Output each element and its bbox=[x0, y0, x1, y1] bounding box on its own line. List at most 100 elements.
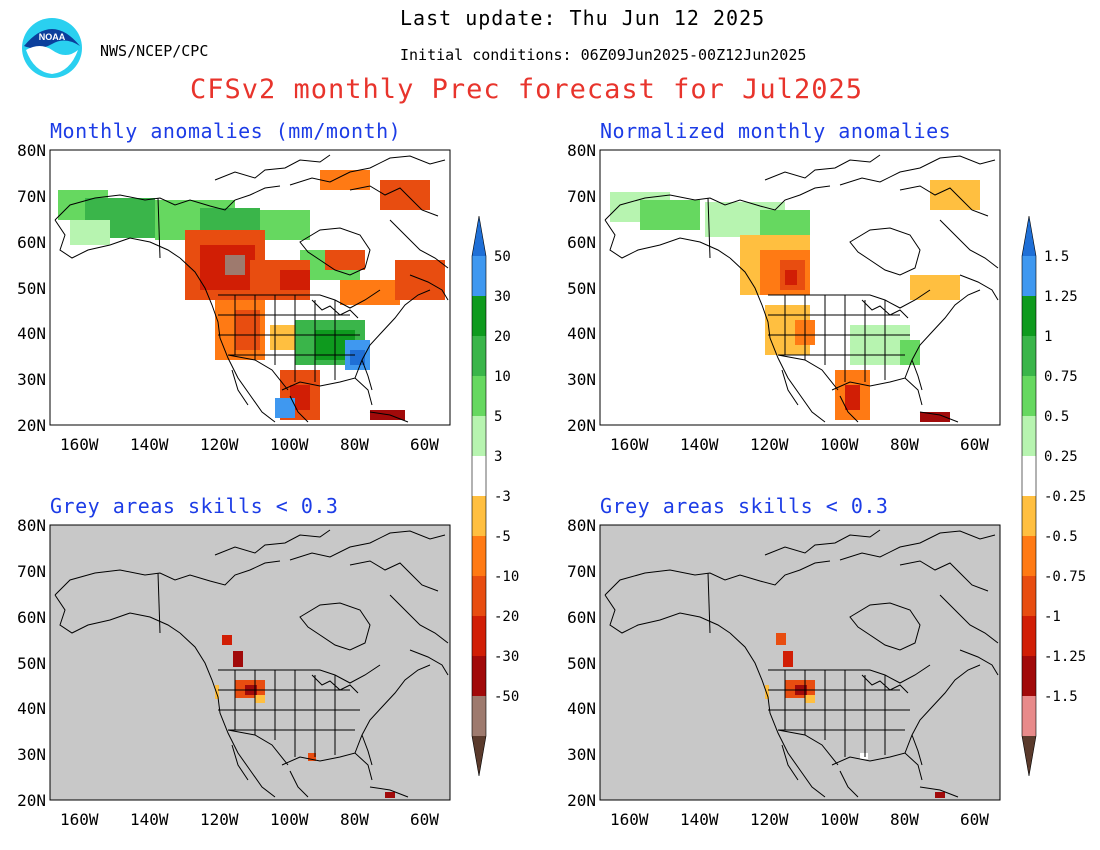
colorbar-top-arrow bbox=[472, 216, 486, 256]
lat-label: 20N bbox=[17, 416, 46, 435]
lat-label: 20N bbox=[567, 416, 596, 435]
colorbar-swatch bbox=[1022, 656, 1036, 696]
lat-label: 60N bbox=[17, 607, 46, 627]
lon-label: 80W bbox=[890, 435, 919, 454]
lon-label: 100W bbox=[820, 435, 859, 454]
page-title: CFSv2 monthly Prec forecast for Jul2025 bbox=[190, 74, 863, 105]
colorbar-swatch bbox=[1022, 416, 1036, 456]
lat-label: 70N bbox=[567, 186, 596, 206]
lon-label: 120W bbox=[750, 435, 789, 454]
noaa-logo-icon: NOAA bbox=[22, 18, 82, 78]
colorbar-swatch bbox=[1022, 536, 1036, 576]
colorbar-label: 30 bbox=[494, 289, 511, 305]
colorbar-label: 50 bbox=[494, 249, 511, 265]
lon-label: 120W bbox=[200, 810, 239, 829]
colorbar-label: -3 bbox=[494, 489, 511, 505]
colorbar-bottom-arrow bbox=[1022, 736, 1036, 776]
colorbar-swatch bbox=[1022, 256, 1036, 296]
colorbar-bottom-arrow bbox=[472, 736, 486, 776]
colorbar-label: 10 bbox=[494, 369, 511, 385]
colorbar-swatch bbox=[472, 576, 486, 616]
colorbar-swatch bbox=[1022, 336, 1036, 376]
lon-label: 140W bbox=[680, 435, 719, 454]
lon-label: 160W bbox=[610, 435, 649, 454]
org-label: NWS/NCEP/CPC bbox=[100, 42, 209, 60]
lat-label: 60N bbox=[567, 607, 596, 627]
colorbar-label: 20 bbox=[494, 329, 511, 345]
colorbar-swatch bbox=[1022, 696, 1036, 736]
lat-label: 40N bbox=[17, 324, 46, 344]
lat-label: 30N bbox=[567, 370, 596, 390]
lat-label: 20N bbox=[567, 791, 596, 810]
lon-label: 80W bbox=[340, 435, 369, 454]
lat-label: 80N bbox=[17, 141, 46, 160]
colorbar-label: -30 bbox=[494, 649, 519, 665]
colorbar-swatch bbox=[1022, 456, 1036, 496]
colorbar-label: -1.5 bbox=[1044, 689, 1078, 705]
colorbar-swatch bbox=[1022, 616, 1036, 656]
colorbar-swatch bbox=[472, 616, 486, 656]
colorbar-left: 50 30 20 10 5 3 -3 -5 -10 -20 -30 -50 bbox=[471, 215, 519, 777]
lon-label: 140W bbox=[680, 810, 719, 829]
colorbar-swatch bbox=[1022, 576, 1036, 616]
colorbar-label: -1.25 bbox=[1044, 649, 1086, 665]
lat-label: 50N bbox=[17, 278, 46, 298]
svg-text:NOAA: NOAA bbox=[39, 32, 66, 42]
colorbar-swatch bbox=[472, 416, 486, 456]
colorbar-swatch bbox=[1022, 376, 1036, 416]
lat-label: 50N bbox=[567, 278, 596, 298]
colorbar-label: -5 bbox=[494, 529, 511, 545]
lon-label: 120W bbox=[200, 435, 239, 454]
colorbar-label: 1.5 bbox=[1044, 249, 1069, 265]
lon-label: 80W bbox=[890, 810, 919, 829]
skill-masked-field-bottom-left bbox=[215, 635, 395, 798]
lat-label: 30N bbox=[17, 370, 46, 390]
lon-label: 60W bbox=[410, 435, 439, 454]
lat-label: 30N bbox=[17, 745, 46, 765]
lon-label: 60W bbox=[960, 435, 989, 454]
anomaly-field-top-right bbox=[610, 180, 980, 422]
lat-label: 20N bbox=[17, 791, 46, 810]
lat-label: 50N bbox=[567, 653, 596, 673]
lat-label: 80N bbox=[567, 516, 596, 535]
colorbar-top-arrow bbox=[1022, 216, 1036, 256]
colorbar-swatch bbox=[472, 456, 486, 496]
colorbar-label: -0.75 bbox=[1044, 569, 1086, 585]
panel-title-bottom-left: Grey areas skills < 0.3 bbox=[50, 494, 339, 518]
colorbar-swatch bbox=[472, 256, 486, 296]
lat-label: 40N bbox=[567, 324, 596, 344]
colorbar-swatch bbox=[472, 536, 486, 576]
lat-label: 50N bbox=[17, 653, 46, 673]
colorbar-swatch bbox=[472, 496, 486, 536]
colorbar-label: 0.75 bbox=[1044, 369, 1078, 385]
lat-label: 60N bbox=[567, 232, 596, 252]
colorbar-label: 1.25 bbox=[1044, 289, 1078, 305]
lon-label: 60W bbox=[410, 810, 439, 829]
colorbar-swatch bbox=[1022, 296, 1036, 336]
colorbar-swatch bbox=[1022, 496, 1036, 536]
lon-label: 120W bbox=[750, 810, 789, 829]
lon-label: 140W bbox=[130, 435, 169, 454]
lon-label: 160W bbox=[610, 810, 649, 829]
lon-label: 160W bbox=[60, 435, 99, 454]
colorbar-swatch bbox=[472, 336, 486, 376]
lat-label: 70N bbox=[17, 186, 46, 206]
lon-label: 140W bbox=[130, 810, 169, 829]
lon-label: 60W bbox=[960, 810, 989, 829]
colorbar-label: -20 bbox=[494, 609, 519, 625]
lat-label: 80N bbox=[567, 141, 596, 160]
lat-label: 30N bbox=[567, 745, 596, 765]
colorbar-swatch bbox=[472, 656, 486, 696]
lat-label: 40N bbox=[17, 699, 46, 719]
colorbar-label: 1 bbox=[1044, 329, 1052, 345]
colorbar-swatch bbox=[472, 376, 486, 416]
colorbar-label: -0.5 bbox=[1044, 529, 1078, 545]
lon-label: 160W bbox=[60, 810, 99, 829]
lat-label: 70N bbox=[17, 561, 46, 581]
lon-label: 80W bbox=[340, 810, 369, 829]
colorbar-label: 0.5 bbox=[1044, 409, 1069, 425]
colorbar-label: 3 bbox=[494, 449, 502, 465]
lat-label: 40N bbox=[567, 699, 596, 719]
lat-label: 70N bbox=[567, 561, 596, 581]
